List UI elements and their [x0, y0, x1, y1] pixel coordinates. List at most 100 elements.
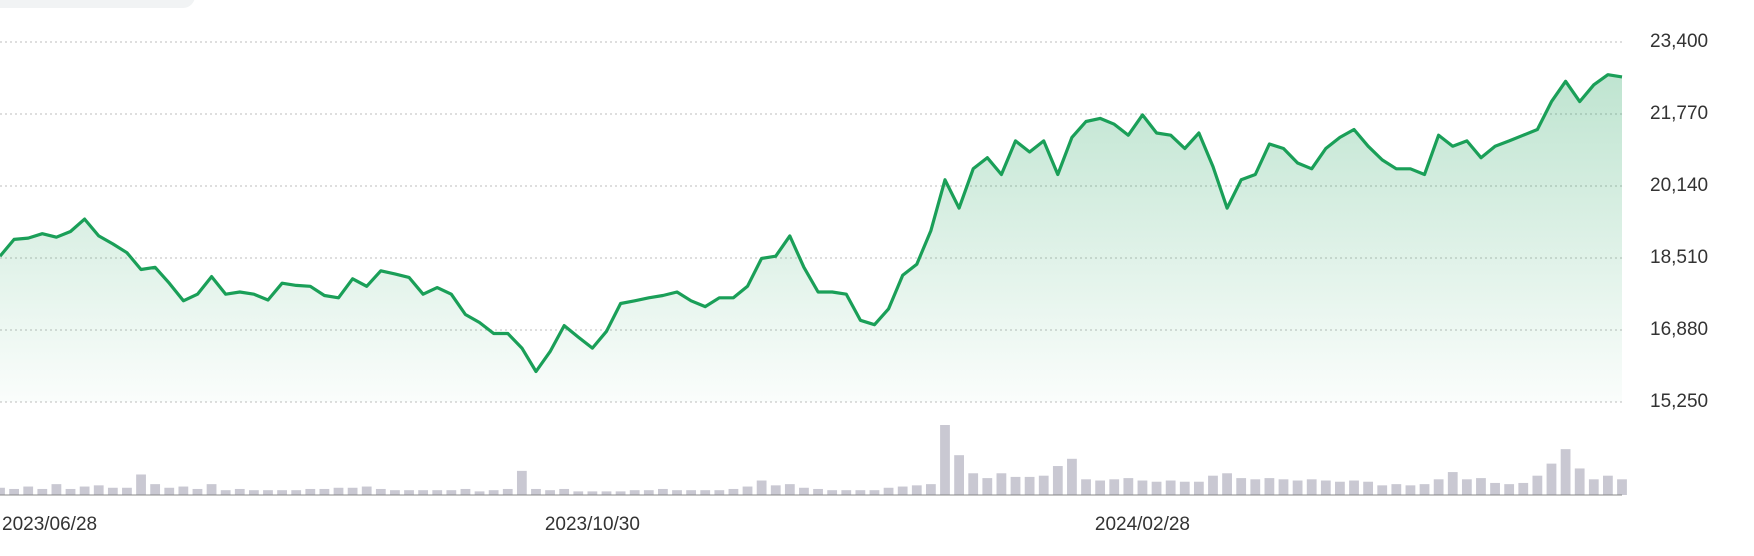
volume-bar	[1095, 480, 1106, 495]
volume-bar	[615, 491, 626, 495]
volume-bar	[1306, 479, 1317, 495]
volume-bar	[107, 487, 118, 495]
volume-bar	[488, 490, 499, 495]
y-tick-label: 20,140	[1650, 175, 1708, 196]
volume-bar	[813, 488, 823, 495]
y-tick-label: 18,510	[1650, 247, 1708, 268]
volume-bar	[1603, 475, 1613, 495]
volume-bar	[1236, 478, 1247, 495]
volume-bar	[1363, 481, 1374, 495]
volume-bar	[460, 488, 471, 495]
volume-bar	[1447, 472, 1458, 495]
volume-bar	[446, 490, 457, 495]
volume-bar	[573, 491, 584, 495]
volume-bar	[404, 490, 414, 495]
volume-bar	[841, 490, 852, 495]
volume-bar	[742, 486, 753, 495]
volume-bar	[319, 488, 330, 495]
volume-bar	[982, 478, 993, 495]
volume-bar	[672, 490, 682, 495]
volume-bar	[925, 484, 936, 495]
y-tick-label: 16,880	[1650, 319, 1708, 340]
volume-bar	[1532, 475, 1543, 495]
volume-bar	[178, 486, 189, 495]
volume-bar	[911, 485, 922, 495]
volume-bar	[1335, 481, 1345, 495]
volume-bar	[1574, 468, 1585, 495]
x-tick-label: 2023/10/30	[545, 514, 640, 535]
volume-bar	[164, 487, 175, 495]
volume-bar	[220, 490, 231, 495]
volume-bar	[1151, 481, 1162, 495]
volume-bar	[869, 490, 880, 495]
volume-bar	[516, 470, 527, 495]
volume-bar	[968, 473, 979, 495]
tab-shape	[0, 0, 195, 8]
volume-bar	[502, 488, 513, 495]
volume-bar	[686, 490, 697, 495]
volume-bar	[65, 488, 76, 495]
volume-bar	[333, 487, 344, 495]
volume-bar	[1490, 482, 1500, 495]
volume-bar	[1391, 484, 1402, 495]
volume-bar	[1504, 484, 1515, 495]
volume-bar	[897, 486, 908, 495]
volume-bar	[545, 490, 555, 495]
volume-bar	[347, 487, 358, 495]
area	[0, 74, 1622, 402]
volume-bar	[587, 491, 598, 495]
volume-bar	[1010, 476, 1021, 495]
volume-bar	[629, 490, 640, 495]
volume-bar	[474, 491, 485, 495]
volume-bar	[248, 490, 259, 495]
volume-bar	[9, 488, 19, 495]
volume-bar	[1617, 479, 1627, 495]
y-tick-label: 21,770	[1650, 103, 1708, 124]
volume-bar	[1278, 479, 1289, 495]
volume-bar	[756, 480, 767, 495]
volume-bar	[1419, 484, 1430, 495]
volume-bar	[1250, 479, 1261, 495]
volume-bar	[1193, 481, 1204, 495]
volume-bar	[1518, 482, 1529, 495]
volume-bar	[1109, 479, 1120, 495]
volume-bar	[784, 484, 795, 495]
volume-bar	[827, 490, 838, 495]
volume-bar	[432, 490, 443, 495]
volume-bar	[1476, 478, 1486, 495]
volume-bar	[361, 486, 372, 495]
volume-bar	[1546, 463, 1557, 495]
volume-bar	[1560, 449, 1571, 495]
volume-bar	[855, 490, 866, 495]
y-tick-label: 15,250	[1650, 391, 1708, 412]
volume-bar	[1222, 473, 1232, 495]
volume-bar	[1038, 475, 1049, 495]
volume-bar	[0, 487, 5, 495]
volume-bar	[1461, 479, 1472, 495]
volume-bar	[1081, 479, 1091, 495]
volume-bar	[883, 487, 894, 495]
volume-bar	[643, 490, 654, 495]
volume-bar	[700, 490, 711, 495]
volume-bar	[79, 486, 90, 495]
volume-bar	[1208, 475, 1218, 495]
volume-bar	[93, 485, 104, 495]
y-tick-label: 23,400	[1650, 31, 1708, 52]
volume-bar	[1292, 480, 1303, 495]
volume-bar	[23, 486, 34, 495]
volume-bar	[1067, 458, 1077, 495]
volume-bar	[1588, 479, 1599, 495]
volume-bar	[1264, 478, 1275, 495]
volume-bar	[658, 488, 668, 495]
volume-bar	[601, 491, 612, 495]
volume-bar	[1024, 476, 1035, 495]
x-tick-label: 2023/06/28	[2, 514, 97, 535]
volume-bar	[728, 488, 739, 495]
volume-bar	[192, 488, 203, 495]
volume-bar	[277, 490, 287, 495]
volume-bar	[770, 485, 781, 495]
volume-bar	[234, 488, 245, 495]
volume-bar	[1179, 481, 1190, 495]
